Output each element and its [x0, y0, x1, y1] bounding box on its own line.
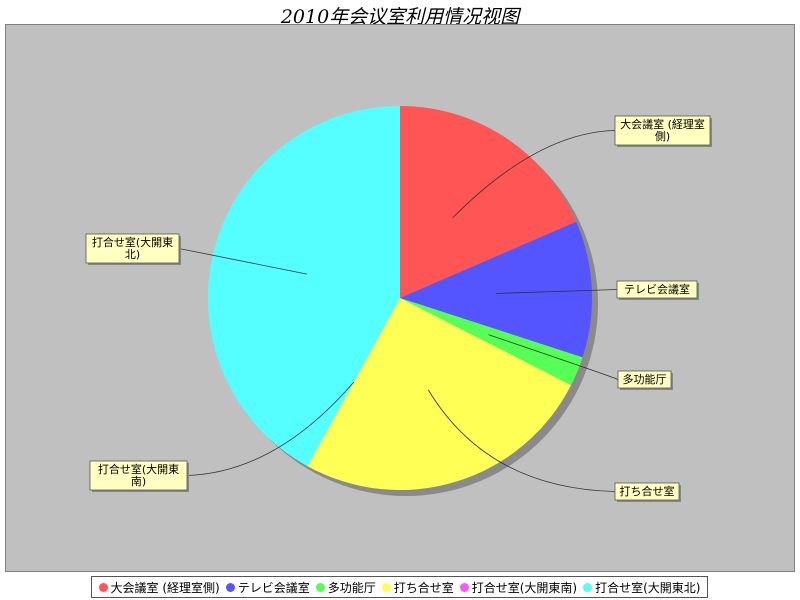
- slice-label-text: 打合せ室(大開東: [92, 235, 173, 249]
- pie-slice: [307, 298, 572, 490]
- legend-item: 打ち合せ室: [381, 579, 454, 596]
- legend-item: テレビ会議室: [225, 579, 310, 596]
- slice-label-text: 側): [655, 130, 670, 143]
- legend-swatch: [315, 582, 325, 592]
- slice-label: 打ち合せ室: [614, 482, 681, 502]
- legend-item: 大会議室 (経理室側): [98, 579, 220, 596]
- slice-label: テレビ会議室: [616, 280, 699, 300]
- slice-label: 大会議室 (経理室側): [614, 115, 712, 147]
- slice-label-text: 打ち合せ室: [620, 484, 675, 498]
- legend-swatch: [98, 582, 108, 592]
- pie-slice: [400, 221, 592, 358]
- slice-label-text: テレビ会議室: [624, 282, 690, 296]
- pie-slice: [400, 106, 577, 298]
- legend-swatch: [583, 582, 593, 592]
- leader-line: [186, 381, 355, 476]
- legend-swatch: [459, 582, 469, 592]
- slice-label: 多功能厅: [617, 370, 673, 390]
- pie-slices: [208, 106, 592, 490]
- slice-label: 打合せ室(大開東南): [89, 460, 189, 492]
- slice-label: 打合せ室(大開東北): [85, 233, 181, 265]
- legend-label: テレビ会議室: [237, 580, 310, 595]
- legend-item: 多功能厅: [315, 579, 376, 596]
- slice-label-text: 北): [125, 248, 140, 261]
- leader-line: [488, 334, 619, 380]
- pie-slice: [400, 298, 583, 386]
- slice-label-text: 打合せ室(大開東: [98, 462, 179, 476]
- legend-label: 打合せ室(大開東北): [595, 580, 701, 595]
- legend-item: 打合せ室(大開東北): [583, 579, 700, 596]
- legend-label: 打合せ室(大開東南): [471, 580, 578, 595]
- slice-label-text: 多功能厅: [623, 372, 667, 386]
- legend-label: 大会議室 (経理室側): [110, 580, 220, 595]
- legend-item: 打合せ室(大開東南): [459, 579, 578, 596]
- chart-legend: 大会議室 (経理室側) テレビ会議室 多功能厅 打ち合せ室 打合せ室(大開東南) 打合せ室…: [91, 576, 708, 598]
- legend-swatch: [381, 582, 391, 592]
- leader-line: [452, 130, 616, 219]
- legend-swatch: [225, 582, 235, 592]
- legend-label: 多功能厅: [327, 580, 376, 595]
- leader-lines: [178, 130, 619, 492]
- leader-line: [427, 389, 616, 492]
- pie-slice: [208, 106, 400, 467]
- slice-label-text: 大会議室 (経理室: [620, 117, 705, 131]
- slice-labels: 大会議室 (経理室側)テレビ会議室多功能厅打ち合せ室打合せ室(大開東南)打合せ室…: [85, 115, 712, 502]
- chart-title: 2010年会议室利用情况视图: [280, 6, 520, 28]
- slice-label-text: 南): [131, 475, 146, 488]
- legend-label: 打ち合せ室: [393, 580, 454, 595]
- leader-line: [178, 248, 308, 275]
